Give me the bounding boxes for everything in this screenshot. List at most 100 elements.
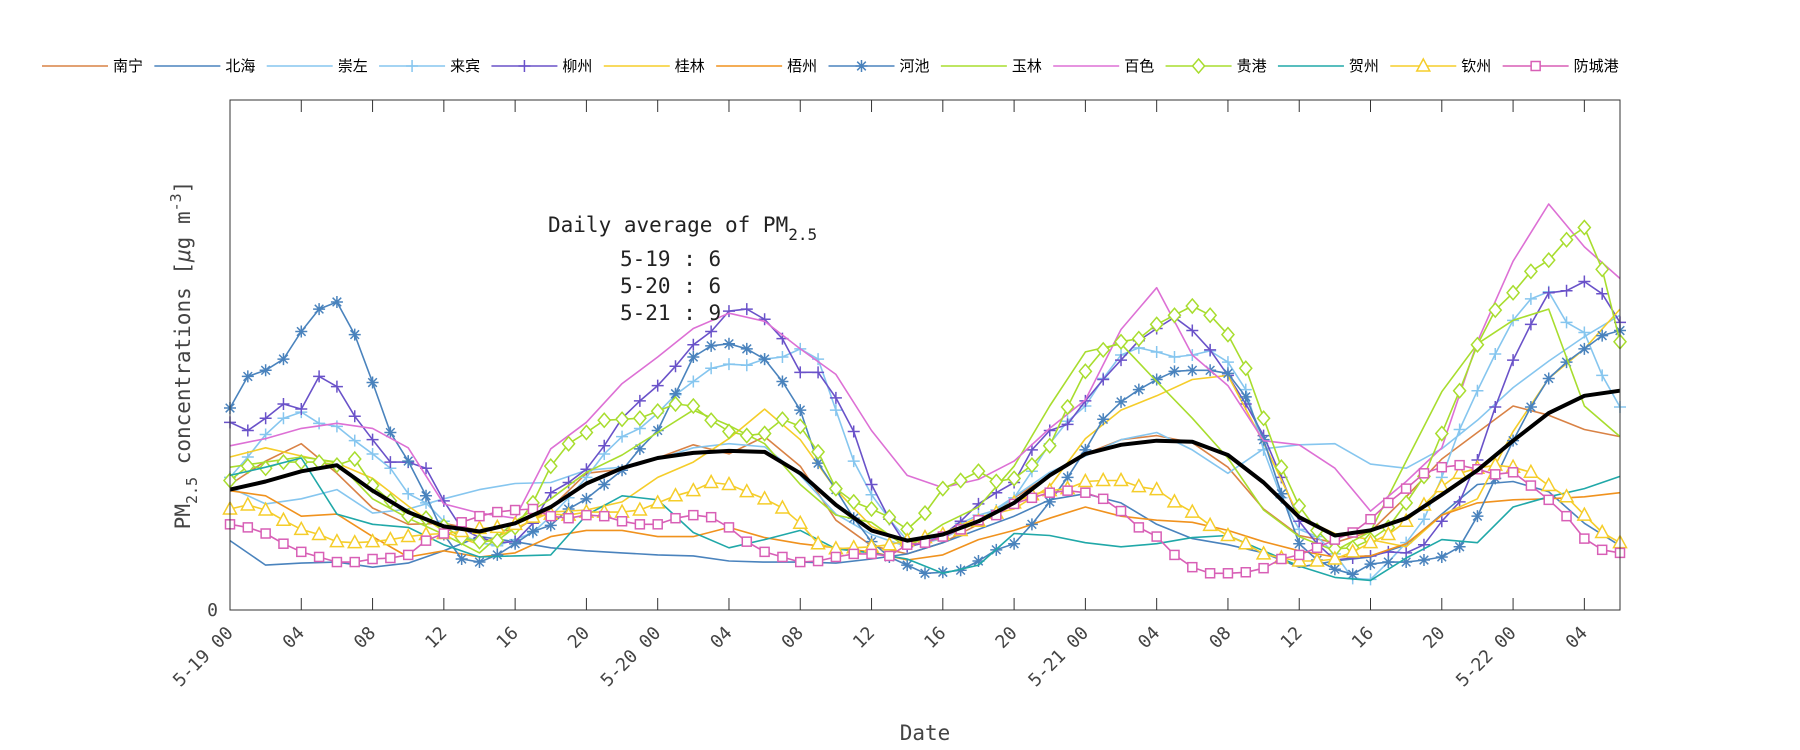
data-point [1114,333,1129,350]
x-tick-label: 16 [920,623,950,653]
x-tick-label: 04 [1562,623,1592,653]
data-point [721,475,737,491]
data-point [812,555,824,567]
x-tick-label: 5-22 00 [1452,623,1520,691]
data-point [438,528,450,539]
data-point [651,424,664,437]
data-point [669,360,682,373]
data-point [1151,531,1162,542]
data-point [705,339,718,352]
data-point [650,402,665,420]
data-point [455,553,468,565]
data-point [846,493,861,511]
x-tick-label: 20 [991,623,1021,653]
y-tick-label: 0 [207,600,218,621]
data-point [1471,510,1484,523]
legend-item: 梧州 [716,57,817,75]
data-point [1240,567,1252,578]
data-point [811,443,826,461]
data-point [1043,424,1056,437]
data-point [347,450,362,468]
data-point [954,564,967,577]
data-point [1344,543,1361,558]
x-tick-label: 16 [1348,623,1378,653]
data-point [1362,534,1379,549]
data-point [1578,275,1591,288]
legend-item: 防城港 [1502,57,1619,75]
data-point [866,548,877,560]
data-point [1453,540,1466,553]
data-point [313,417,326,430]
data-point [723,522,735,533]
data-point [687,351,700,364]
legend-swatch-marker [518,60,531,72]
data-point [865,488,878,501]
data-point [1220,526,1236,542]
data-point [705,362,718,375]
plot-series [222,203,1628,586]
data-point [1275,487,1288,500]
data-point [1560,356,1573,369]
data-point [1453,423,1466,436]
data-point [1078,363,1093,380]
data-point [688,509,699,521]
data-point [1560,316,1573,329]
data-point [1541,251,1556,269]
data-point [1525,480,1537,491]
data-point [759,546,770,558]
data-point [1452,382,1467,399]
data-point [1077,472,1094,488]
data-point [882,509,897,526]
data-point [420,535,432,546]
data-point [241,370,254,383]
data-point [972,497,985,510]
data-point [1400,483,1412,494]
data-point [1364,558,1377,571]
data-point [1579,533,1590,544]
data-point [1470,336,1485,353]
data-point [1559,231,1574,248]
data-point [1524,401,1537,414]
data-point [1451,464,1468,480]
series-10 [229,203,1621,519]
data-point [1185,297,1200,315]
data-point [1595,261,1610,278]
data-point [686,397,701,415]
data-point [1131,330,1146,347]
x-tick-label: 08 [1205,623,1235,653]
annotation-title: Daily average of PM2.5 [548,213,817,244]
data-point [1168,351,1181,364]
data-point [257,501,274,516]
data-point [829,391,842,404]
data-point [1434,425,1449,442]
data-point [1578,326,1591,339]
data-point [275,511,292,526]
data-point [756,490,773,505]
data-point [1327,550,1343,565]
data-point [259,412,272,425]
data-point [598,478,611,491]
data-point [1543,494,1554,506]
data-point [1184,503,1201,518]
data-point [667,487,684,502]
plot-frame [229,99,1621,611]
data-point [971,463,986,480]
data-point [739,427,754,444]
data-point [1097,373,1110,386]
data-point [812,457,825,470]
data-point [313,551,325,563]
data-point [829,404,842,417]
legend-swatch-marker [1191,57,1206,75]
data-point [348,410,361,423]
data-point [633,394,646,407]
data-point [1506,284,1521,301]
data-point [241,424,254,437]
data-point [456,517,467,528]
legend-label: 桂林 [675,57,705,75]
data-point [1596,544,1608,556]
data-point [473,556,486,569]
data-point [616,430,629,443]
annotation-line: 5-21 : 9 [620,301,721,325]
x-tick-label: 08 [350,623,380,653]
data-point [260,528,271,539]
